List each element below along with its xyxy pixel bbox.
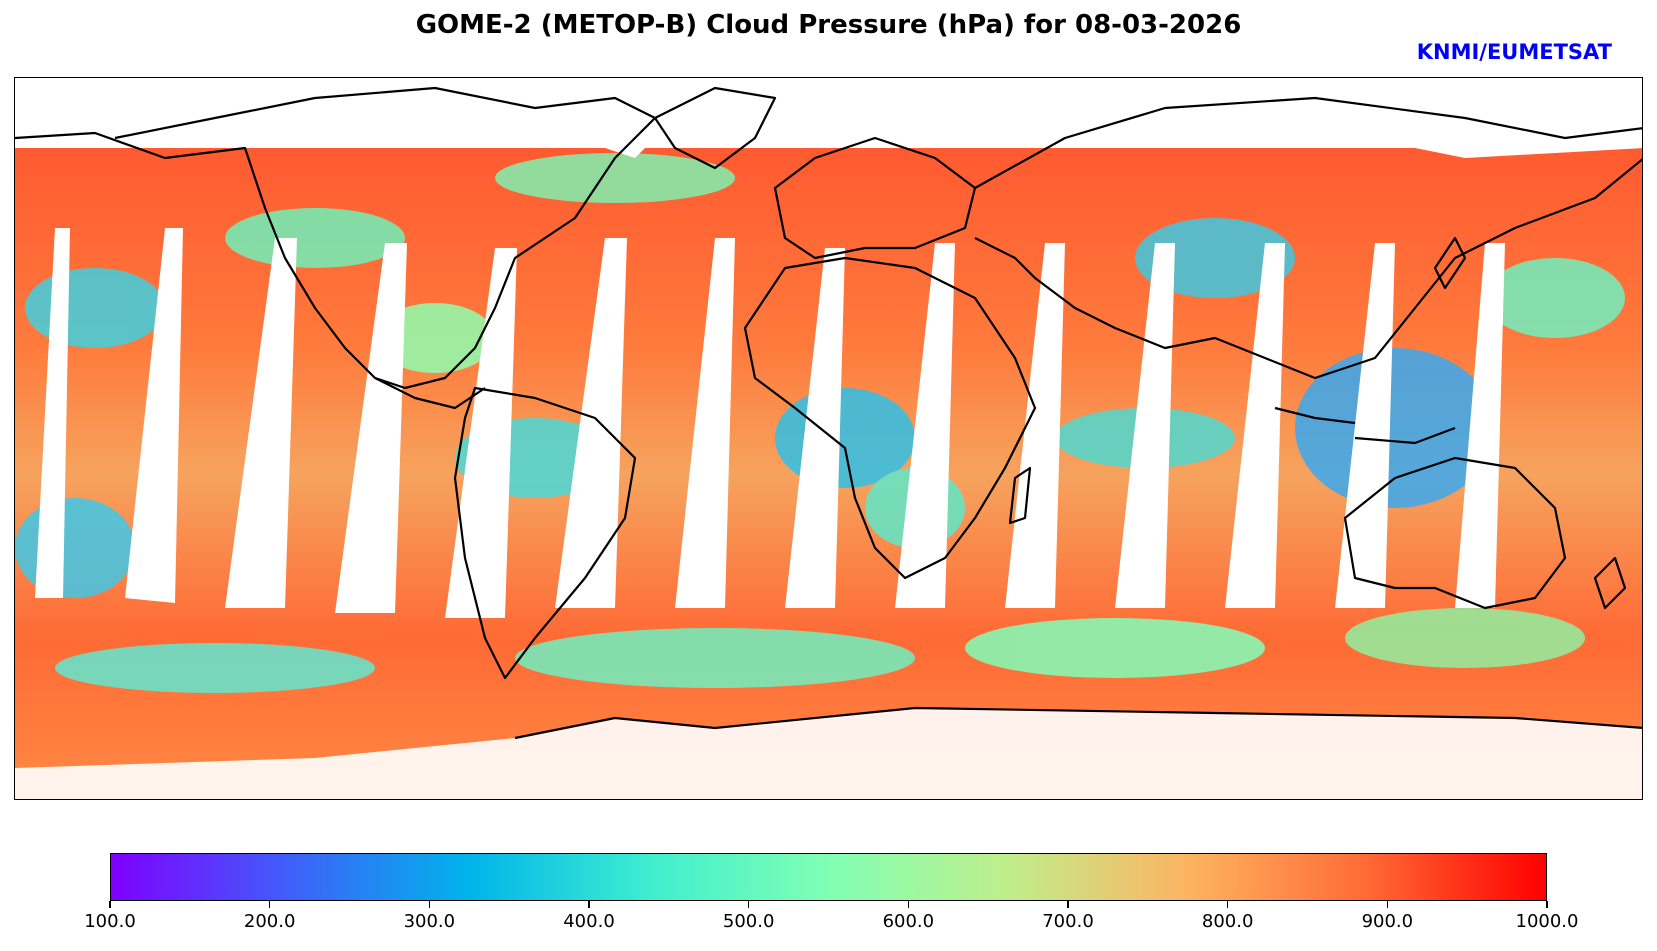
colorbar-tick-label: 600.0 <box>882 911 935 932</box>
coast-antarctica <box>514 706 1642 740</box>
coast-central-america <box>374 377 486 410</box>
colorbar-tick-label: 500.0 <box>722 911 775 932</box>
coast-europe <box>773 136 977 260</box>
map-panel <box>14 77 1643 800</box>
coast-new-zealand <box>1593 556 1627 610</box>
colorbar-tick-mark <box>428 901 431 908</box>
colorbar-tick-label: 900.0 <box>1361 911 1414 932</box>
colorbar-tick-label: 200.0 <box>243 911 296 932</box>
coast-greenland <box>653 86 777 170</box>
coast-japan <box>1433 236 1467 290</box>
colorbar-tick-mark <box>1386 901 1389 908</box>
colorbar-tick-mark <box>1067 901 1069 908</box>
colorbar-tick-mark <box>588 901 590 908</box>
cloud-pressure-map <box>15 78 1642 799</box>
credit-label: KNMI/EUMETSAT <box>1416 40 1612 64</box>
colorbar-tick-mark <box>1226 901 1229 908</box>
colorbar-tick-mark <box>109 901 111 908</box>
colorbar-tick-mark <box>747 901 750 908</box>
orbit-gaps <box>35 228 1505 618</box>
colorbar-tick-label: 800.0 <box>1201 911 1254 932</box>
colorbar-tick-label: 100.0 <box>84 911 136 932</box>
colorbar-tick-mark <box>1546 901 1548 908</box>
colorbar-ticks: 100.0 200.0 300.0 400.0 500.0 600.0 700.0 800.0… <box>84 901 1578 941</box>
coast-south-america <box>453 386 637 680</box>
colorbar-tick-mark <box>907 901 910 908</box>
arctic-no-data <box>15 78 1642 158</box>
colorbar-tick-mark <box>268 901 271 908</box>
coast-indonesia <box>1274 406 1456 445</box>
antarctic-no-data <box>15 708 1642 799</box>
coast-africa <box>743 256 1037 580</box>
coast-australia <box>1343 456 1567 610</box>
colorbar-tick-label: 700.0 <box>1042 911 1094 932</box>
map-title: GOME-2 (METOP-B) Cloud Pressure (hPa) fo… <box>415 10 1242 40</box>
coast-asia <box>974 96 1642 380</box>
colorbar <box>110 853 1547 901</box>
colorbar-tick-label: 1000.0 <box>1515 911 1579 932</box>
colorbar-tick-label: 400.0 <box>563 911 615 932</box>
colorbar-tick-label: 300.0 <box>403 911 456 932</box>
coast-north-america <box>15 86 657 390</box>
coastlines <box>15 86 1642 740</box>
coast-madagascar <box>1008 466 1032 525</box>
